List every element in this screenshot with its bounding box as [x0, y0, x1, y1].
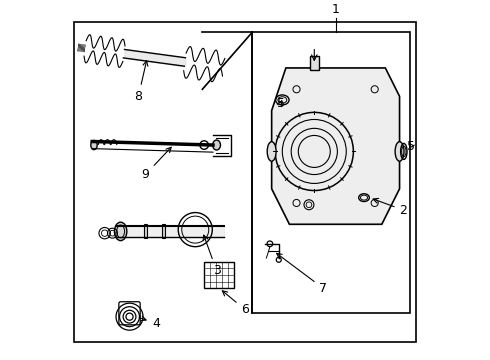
- Ellipse shape: [91, 140, 97, 150]
- Bar: [144, 224, 147, 238]
- Text: 4: 4: [139, 316, 161, 330]
- Text: 2: 2: [373, 198, 408, 217]
- Bar: [252, 32, 410, 313]
- Text: 8: 8: [134, 61, 148, 103]
- Ellipse shape: [395, 142, 404, 161]
- Ellipse shape: [115, 222, 127, 240]
- Bar: [162, 224, 165, 238]
- Ellipse shape: [117, 225, 124, 238]
- Text: 7: 7: [277, 253, 327, 295]
- Text: 9: 9: [142, 147, 171, 181]
- Bar: [310, 55, 318, 70]
- Ellipse shape: [267, 142, 276, 161]
- Text: 6: 6: [222, 291, 249, 316]
- Text: 3: 3: [203, 235, 220, 277]
- Polygon shape: [271, 68, 399, 224]
- Text: 5: 5: [407, 140, 415, 153]
- Bar: [204, 262, 234, 288]
- Ellipse shape: [213, 140, 220, 150]
- Text: 1: 1: [332, 4, 340, 17]
- Text: 5: 5: [276, 97, 285, 110]
